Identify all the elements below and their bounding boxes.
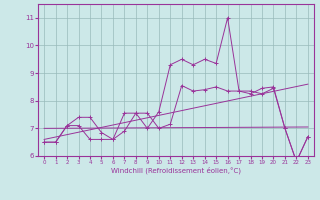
X-axis label: Windchill (Refroidissement éolien,°C): Windchill (Refroidissement éolien,°C)	[111, 167, 241, 174]
